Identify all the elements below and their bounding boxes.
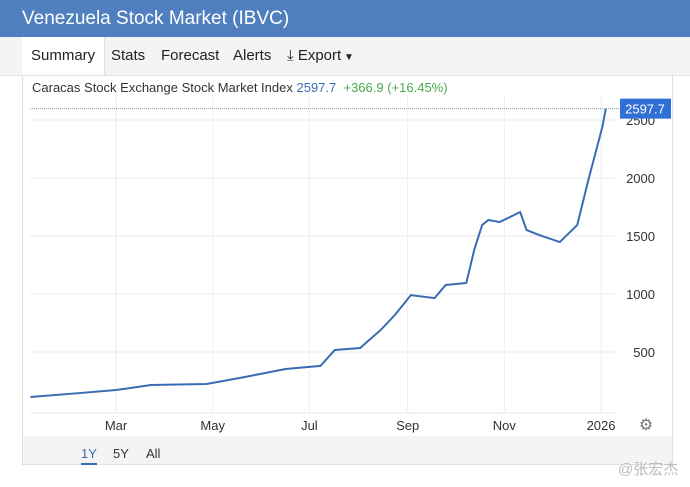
download-icon: ⤓ [287, 47, 294, 64]
window-title: Venezuela Stock Market (IBVC) [0, 0, 690, 37]
chart-panel [22, 75, 673, 465]
last-value-label: 2597.7 [625, 102, 665, 117]
index-value: 2597.7 [296, 80, 337, 95]
x-tick-label: May [200, 418, 225, 433]
index-name: Caracas Stock Exchange Stock Market Inde… [32, 80, 293, 95]
range-all[interactable]: All [146, 446, 161, 461]
tab-forecast[interactable]: Forecast [161, 47, 220, 64]
x-tick-label: Nov [493, 418, 517, 433]
tab-stats[interactable]: Stats [111, 47, 146, 64]
export-button[interactable]: ⤓ Export ▼ [287, 37, 354, 75]
settings-icon[interactable]: ⚙ [639, 417, 653, 434]
series-line-ibvc [30, 108, 607, 399]
watermark: @张宏杰 [618, 461, 679, 478]
y-tick-label: 1000 [626, 287, 655, 302]
x-tick-label: Mar [105, 418, 128, 433]
caret-down-icon: ▼ [341, 52, 354, 63]
range-1y[interactable]: 1Y [81, 446, 97, 465]
export-label: Export [297, 47, 342, 64]
y-tick-label: 500 [633, 345, 655, 360]
last-value-badge [620, 98, 671, 119]
tab-alerts[interactable]: Alerts [233, 47, 272, 64]
x-tick-label: 2026 [587, 418, 616, 433]
y-tick-label: 1500 [626, 229, 655, 244]
x-tick-label: Sep [396, 418, 419, 433]
tab-bar: Summary Stats Forecast Alerts ⤓ Export ▼ [0, 37, 690, 76]
range-5y[interactable]: 5Y [113, 446, 129, 461]
tab-summary[interactable]: Summary [22, 37, 106, 75]
y-tick-label: 2000 [626, 171, 655, 186]
range-bar [23, 436, 672, 464]
chart-subtitle: Caracas Stock Exchange Stock Market Inde… [32, 80, 448, 95]
index-change: +366.9 (+16.45%) [343, 80, 448, 95]
x-tick-label: Jul [301, 418, 318, 433]
